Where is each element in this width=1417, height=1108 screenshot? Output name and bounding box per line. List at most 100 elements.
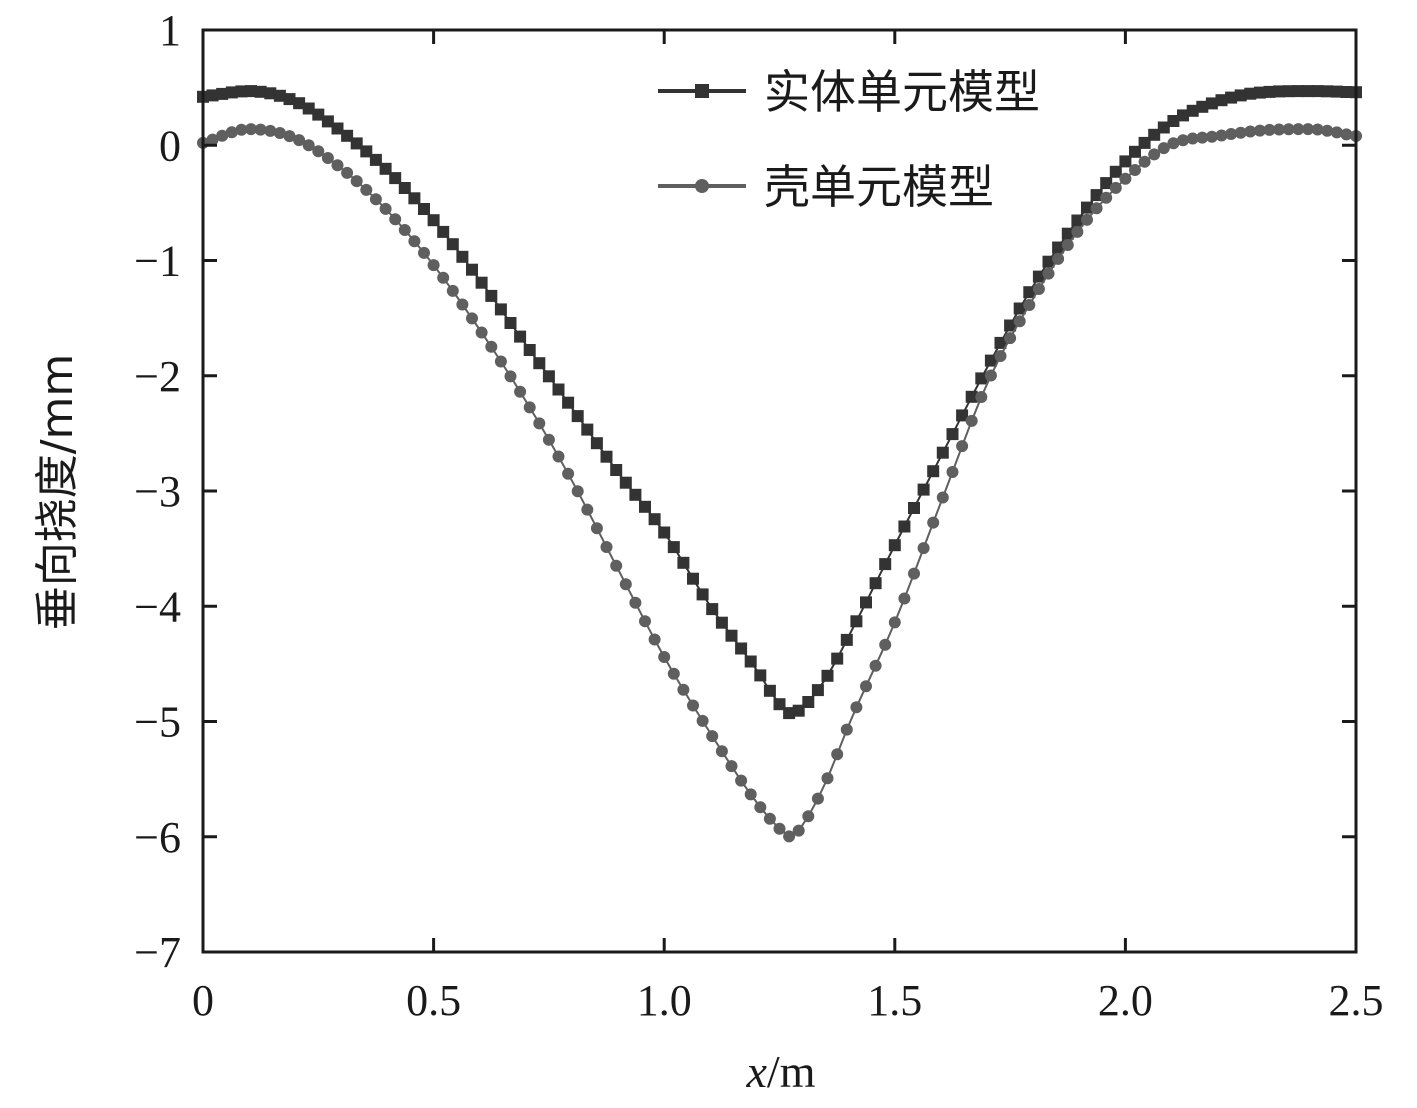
legend-label-solid: 实体单元模型 — [764, 65, 1040, 119]
series-0-point-82 — [984, 354, 997, 367]
series-0-point-39 — [571, 410, 584, 423]
series-0-point-53 — [706, 603, 719, 616]
series-1-point-9 — [283, 130, 296, 143]
series-0-point-38 — [562, 396, 575, 409]
series-1-point-83 — [994, 350, 1007, 362]
series-0-point-46 — [639, 500, 651, 513]
y-axis-label: 垂向挠度/mm — [32, 354, 83, 631]
y-tick-label-0: 1 — [159, 6, 181, 55]
series-0-point-113 — [1282, 85, 1295, 98]
series-1-point-11 — [302, 139, 315, 152]
series-1-point-71 — [879, 638, 892, 651]
series-0-point-66 — [831, 652, 844, 665]
series-1-point-98 — [1138, 155, 1151, 168]
series-1-point-36 — [542, 433, 555, 446]
series-0-point-58 — [754, 669, 767, 682]
series-0-point-25 — [437, 225, 450, 238]
series-1-point-14 — [331, 159, 344, 172]
series-1-point-116 — [1311, 123, 1324, 136]
series-1-point-96 — [1119, 172, 1132, 185]
series-1-point-108 — [1234, 126, 1247, 139]
series-1-point-25 — [437, 271, 450, 284]
series-1-point-41 — [590, 522, 603, 535]
series-1-point-21 — [398, 224, 411, 236]
series-1-point-86 — [1023, 299, 1036, 311]
series-1-point-50 — [677, 683, 690, 696]
series-0-point-14 — [331, 122, 344, 135]
series-1-point-64 — [811, 792, 824, 805]
series-1-point-105 — [1205, 130, 1218, 143]
series-0-point-108 — [1234, 89, 1247, 102]
series-1-point-112 — [1273, 123, 1286, 136]
series-1-point-85 — [1013, 315, 1026, 328]
x-axis-label: x/m — [746, 1046, 816, 1097]
series-0-point-47 — [648, 513, 661, 526]
series-1-point-81 — [975, 391, 988, 403]
series-0-point-40 — [581, 423, 594, 436]
series-1-point-29 — [475, 326, 488, 339]
series-1-point-49 — [667, 667, 680, 680]
series-1-point-4 — [235, 123, 248, 136]
series-0-point-105 — [1205, 97, 1218, 110]
series-0-point-2 — [216, 87, 229, 100]
series-0-point-41 — [590, 437, 603, 450]
series-1-point-72 — [888, 616, 901, 629]
series-0-point-87 — [1032, 270, 1045, 283]
series-0-point-96 — [1119, 155, 1132, 168]
series-1-point-17 — [360, 183, 373, 196]
series-1-point-7 — [264, 124, 277, 137]
series-0-point-57 — [744, 655, 757, 668]
series-1-point-23 — [418, 246, 430, 259]
series-1-point-39 — [571, 485, 584, 498]
series-0-point-68 — [850, 615, 863, 628]
series-0-point-13 — [321, 115, 334, 128]
series-0-point-84 — [1004, 319, 1017, 332]
series-1-point-61 — [783, 830, 796, 843]
series-1-point-78 — [946, 466, 959, 478]
series-0-point-5 — [245, 85, 257, 98]
series-1-point-102 — [1177, 134, 1189, 147]
series-0-point-56 — [735, 642, 748, 655]
series-0-point-77 — [936, 446, 949, 459]
series-0-point-111 — [1263, 85, 1276, 98]
series-0-point-45 — [629, 488, 642, 501]
series-0-point-18 — [369, 153, 382, 166]
series-1-point-118 — [1330, 126, 1343, 139]
series-1-point-10 — [293, 134, 306, 147]
series-0-point-78 — [946, 428, 959, 441]
series-0-point-19 — [379, 162, 392, 175]
series-1-point-22 — [408, 235, 421, 248]
series-0-point-16 — [350, 137, 363, 150]
series-0-point-10 — [293, 97, 306, 110]
series-1-point-55 — [725, 760, 738, 773]
series-0-point-69 — [860, 596, 872, 609]
series-0-point-81 — [975, 372, 988, 385]
series-0-point-63 — [802, 696, 815, 708]
series-0-point-70 — [869, 577, 882, 590]
series-1-point-97 — [1129, 164, 1141, 176]
series-1-point-82 — [984, 369, 997, 382]
series-0-point-28 — [466, 263, 478, 276]
series-0-point-1 — [206, 89, 219, 102]
series-1-point-6 — [254, 123, 267, 136]
series-0-point-30 — [485, 289, 498, 302]
series-1-point-80 — [965, 414, 978, 427]
y-tick-label-8: −7 — [134, 928, 181, 977]
legend-entry-solid: 实体单元模型 — [658, 65, 1040, 119]
series-1-point-46 — [639, 615, 651, 628]
series-1-point-91 — [1071, 225, 1084, 238]
series-0-point-62 — [792, 704, 805, 717]
series-1-point-19 — [379, 202, 392, 215]
series-1-point-69 — [860, 680, 872, 693]
series-0-point-61 — [783, 707, 796, 720]
series-1-point-65 — [821, 772, 834, 785]
x-tick-label-3: 1.5 — [867, 976, 922, 1025]
x-tick-label-4: 2.0 — [1098, 976, 1153, 1025]
series-1-point-42 — [600, 541, 613, 553]
series-1-point-89 — [1052, 252, 1065, 265]
series-0-point-31 — [494, 303, 507, 316]
series-0-point-112 — [1273, 85, 1286, 98]
x-tick-label-0: 0 — [192, 976, 214, 1025]
series-0-point-7 — [264, 87, 277, 100]
series-0-point-59 — [763, 684, 776, 697]
